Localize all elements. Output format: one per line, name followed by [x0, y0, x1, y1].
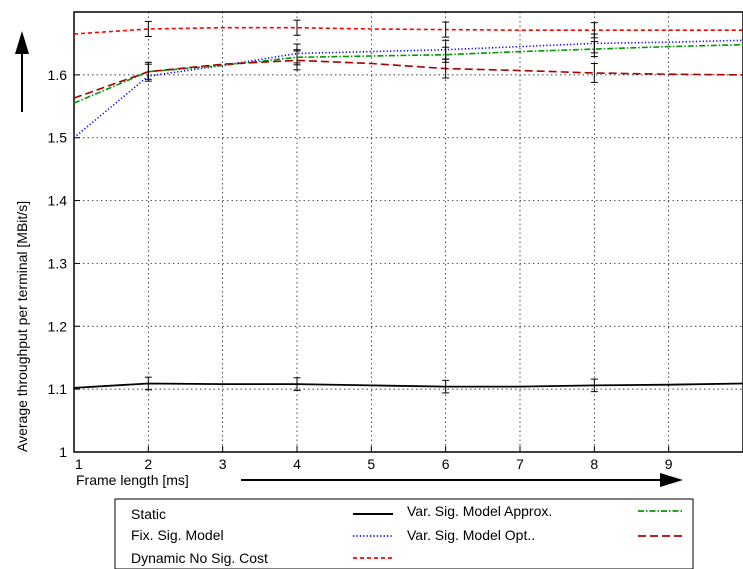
x-tick-label: 4 [293, 456, 301, 472]
x-axis-ticks: 1 2 3 4 5 6 7 8 9 [73, 446, 673, 472]
x-tick-label: 2 [144, 456, 152, 472]
legend: Static Fix. Sig. Model Dynamic No Sig. Cos… [131, 503, 683, 566]
y-tick-label: 1.2 [48, 318, 68, 334]
x-tick-label: 7 [516, 456, 524, 472]
series-lines [73, 19, 743, 394]
legend-label: Var. Sig. Model Approx. [407, 503, 552, 519]
series-line-0 [73, 382, 743, 389]
x-tick-label: 6 [442, 456, 450, 472]
legend-label: Fix. Sig. Model [131, 527, 224, 543]
series-line-4 [73, 59, 743, 99]
y-tick-label: 1 [59, 444, 67, 460]
legend-label: Static [131, 506, 166, 522]
y-axis-ticks: 1 1.1 1.2 1.3 1.4 1.5 1.6 [48, 67, 80, 460]
x-tick-label: 8 [590, 456, 598, 472]
grid [74, 12, 743, 452]
series-line-1 [73, 39, 743, 139]
legend-label: Var. Sig. Model Opt.. [407, 527, 535, 543]
legend-box [114, 498, 694, 569]
x-tick-label: 1 [75, 456, 83, 472]
x-tick-label: 9 [665, 456, 673, 472]
y-axis-arrowhead [15, 31, 29, 54]
y-tick-label: 1.5 [48, 130, 68, 146]
y-tick-label: 1.4 [48, 193, 68, 209]
y-tick-label: 1.6 [48, 67, 68, 83]
x-axis-arrowhead [660, 473, 683, 487]
x-axis-title: Frame length [ms] [76, 472, 189, 488]
y-tick-label: 1.3 [48, 255, 68, 271]
y-tick-label: 1.1 [48, 381, 68, 397]
plot-frame [73, 11, 743, 453]
x-tick-label: 5 [367, 456, 375, 472]
legend-label: Dynamic No Sig. Cost [131, 550, 268, 566]
y-axis-title: Average throughput per terminal [MBit/s] [14, 201, 30, 452]
series-line-2 [73, 26, 743, 35]
series-line-3 [73, 43, 743, 104]
x-tick-label: 3 [219, 456, 227, 472]
